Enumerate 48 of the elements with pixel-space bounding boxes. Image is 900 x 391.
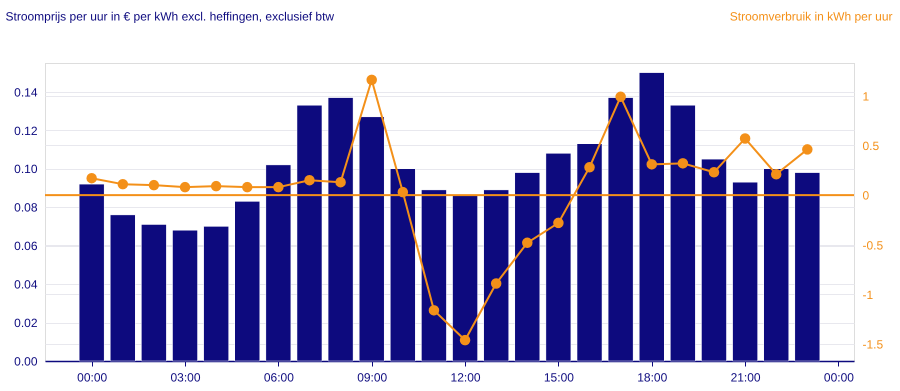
y-tick-label: 0.12: [14, 124, 38, 138]
x-tick-label: 12:00: [450, 370, 481, 384]
point: [148, 180, 160, 190]
point: [304, 174, 315, 186]
y2-tick-label: 0: [862, 188, 870, 203]
x-tick-label: 09:00: [357, 370, 388, 384]
point: [210, 180, 222, 192]
point: [802, 144, 813, 155]
y2-tick-label: -1: [862, 288, 874, 302]
x-tick-label: 00:00: [77, 370, 108, 384]
x-tick-label: 21:00: [730, 370, 761, 384]
point: [553, 218, 564, 228]
y-tick-label: 0.08: [14, 200, 38, 215]
y-axis-title: Stroomprijs per uur in € per kWh excl. heffingen, exclusief btw: [6, 10, 334, 24]
point: [118, 178, 128, 190]
point: [522, 238, 533, 248]
x-tick-label: 15:00: [544, 370, 574, 384]
point: [366, 74, 377, 86]
point: [584, 162, 595, 173]
y-tick-label: 0.04: [14, 278, 38, 292]
point: [615, 92, 626, 102]
y-tick-label: 0.06: [14, 239, 38, 254]
y-tick-label: 0.02: [14, 316, 38, 330]
x-tick-label: 03:00: [170, 370, 201, 384]
point: [678, 158, 688, 169]
y2-tick-label: -0.5: [862, 238, 884, 252]
point: [708, 167, 720, 178]
point: [428, 305, 440, 316]
y-tick-label: 0.10: [14, 162, 38, 176]
point: [770, 169, 782, 180]
x-tick-label: 06:00: [264, 370, 294, 384]
point: [86, 172, 97, 184]
y2-tick-label: 0.5: [862, 138, 880, 153]
y2-tick-label: -1.5: [862, 338, 884, 352]
point: [740, 133, 750, 144]
point: [273, 182, 284, 192]
x-tick-label: 18:00: [637, 370, 668, 384]
point: [335, 176, 346, 188]
point: [180, 182, 190, 192]
y-tick-label: 0.00: [14, 354, 38, 368]
y2-tick-label: 1: [862, 89, 870, 104]
point: [646, 159, 657, 170]
point: [490, 278, 502, 289]
point: [242, 182, 252, 192]
point: [460, 334, 470, 346]
x-tick-label: 00:00: [824, 370, 854, 384]
y2-axis-title: Stroomverbruik in kWh per uur: [730, 10, 892, 24]
y-tick-label: 0.14: [14, 85, 38, 100]
